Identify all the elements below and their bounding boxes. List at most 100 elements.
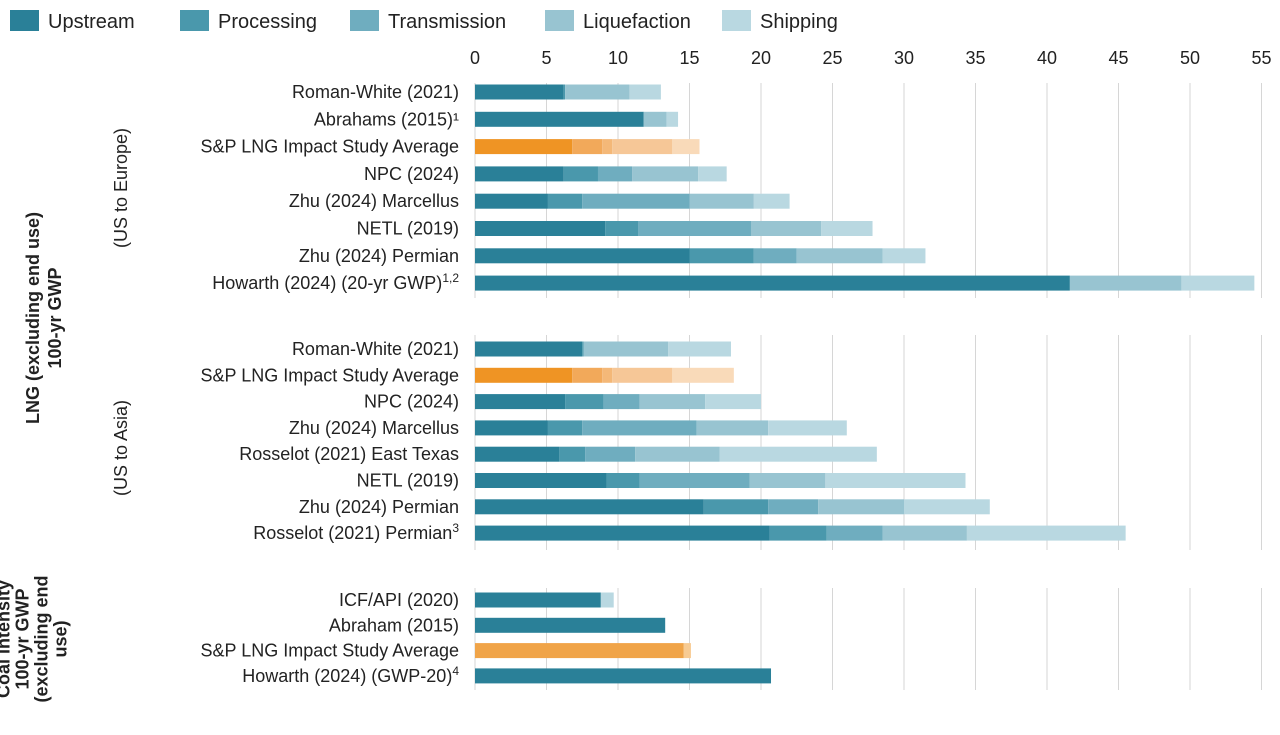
legend-swatch-liquefaction — [545, 10, 574, 31]
x-tick-label-50: 50 — [1180, 48, 1200, 68]
bar-segment-shipping — [719, 446, 877, 462]
bar-row: Howarth (2024) (GWP-20)4 — [242, 664, 772, 686]
x-axis-ticks: 0 5 10 15 20 25 30 35 40 45 50 55 — [470, 48, 1272, 68]
bar-segment-processing — [547, 420, 583, 436]
bar-segment-processing — [769, 525, 827, 541]
bar-row: S&P LNG Impact Study Average — [201, 365, 734, 385]
bar-segment-transmission — [753, 248, 797, 264]
bar-row: NETL (2019) — [357, 219, 873, 239]
bar-segment-upstream — [475, 473, 607, 488]
bar-segment-upstream — [475, 248, 690, 264]
group-label-us-to-asia: (US to Asia) — [111, 400, 131, 496]
bar-segment-transmission — [639, 473, 750, 488]
bar-segment-shipping — [821, 221, 873, 236]
x-tick-label-20: 20 — [751, 48, 771, 68]
legend-swatch-transmission — [350, 10, 379, 31]
row-label: Abraham (2015) — [329, 615, 459, 635]
bar-segment-shipping — [753, 193, 790, 209]
bar-segment-transmission — [638, 221, 751, 236]
bar-segment-liquefaction — [612, 139, 673, 155]
bar-segment-liquefaction — [882, 525, 967, 541]
x-tick-label-40: 40 — [1037, 48, 1057, 68]
bar-segment-liquefaction — [689, 193, 754, 209]
bar-segment-processing — [559, 446, 586, 462]
bar-row: Zhu (2024) Permian — [299, 497, 990, 517]
bar-segment-transmission — [582, 193, 690, 209]
bar-rows: Roman-White (2021) Abrahams (2015)¹ S&P LN… — [201, 82, 1255, 686]
legend-label-upstream: Upstream — [48, 11, 135, 33]
row-label: NETL (2019) — [357, 219, 459, 239]
bar-segment-upstream — [475, 193, 548, 209]
bar-segment-upstream — [475, 221, 606, 236]
bar-row: NPC (2024) — [364, 392, 761, 412]
bar-segment-liquefaction — [583, 341, 669, 357]
bar-segment-processing — [703, 499, 769, 515]
bar-segment-upstream — [475, 499, 704, 515]
bar-segment-processing — [605, 221, 639, 236]
bar-segment-shipping — [705, 394, 761, 410]
row-label: Zhu (2024) Permian — [299, 497, 459, 517]
row-label: ICF/API (2020) — [339, 590, 459, 610]
bar-segment-transmission — [602, 139, 613, 155]
row-label: S&P LNG Impact Study Average — [201, 137, 459, 157]
bar-segment-upstream — [475, 525, 770, 541]
row-label: Roman-White (2021) — [292, 82, 459, 102]
bar-row: ICF/API (2020) — [339, 590, 614, 610]
bar-segment-upstream — [475, 275, 1070, 291]
bar-row: Abraham (2015) — [329, 615, 666, 635]
bar-segment-shipping — [600, 592, 614, 608]
bar-segment-processing — [689, 248, 754, 264]
row-label: Zhu (2024) Marcellus — [289, 418, 459, 438]
bar-segment-shipping — [882, 248, 926, 264]
bar-segment-processing — [563, 84, 566, 100]
row-label: Howarth (2024) (20-yr GWP)1,2 — [212, 271, 459, 293]
legend-swatch-processing — [180, 10, 209, 31]
row-label: Zhu (2024) Marcellus — [289, 191, 459, 211]
bar-segment-processing — [606, 473, 640, 488]
row-label: Zhu (2024) Permian — [299, 246, 459, 266]
row-label: S&P LNG Impact Study Average — [201, 641, 459, 661]
bar-row: Rosselot (2021) Permian3 — [253, 521, 1126, 543]
bar-segment-liquefaction — [639, 394, 706, 410]
bar-segment-shipping — [668, 341, 731, 357]
bar-segment-shipping — [825, 473, 966, 488]
bar-row: Howarth (2024) (20-yr GWP)1,2 — [212, 271, 1255, 293]
bar-segment-processing — [572, 367, 603, 383]
legend-label-liquefaction: Liquefaction — [583, 11, 691, 33]
bar-segment-upstream — [475, 111, 644, 127]
bar-segment-shipping — [683, 643, 691, 659]
row-label: Howarth (2024) (GWP-20)4 — [242, 664, 459, 686]
section-label-line: Coal intensity — [0, 580, 14, 698]
bar-row: NPC (2024) — [364, 164, 727, 184]
legend-label-processing: Processing — [218, 11, 317, 33]
bar-segment-transmission — [603, 394, 640, 410]
x-tick-label-45: 45 — [1108, 48, 1128, 68]
bar-segment-upstream — [475, 139, 573, 155]
bar-segment-shipping — [629, 84, 661, 100]
legend: Upstream Processing Transmission Liquefacti… — [10, 10, 838, 33]
bar-row: Roman-White (2021) — [292, 82, 661, 102]
bar-segment-upstream — [475, 341, 583, 357]
bar-segment-upstream — [475, 446, 560, 462]
bar-row: Zhu (2024) Marcellus — [289, 191, 790, 211]
bar-segment-upstream — [475, 592, 601, 608]
x-tick-label-35: 35 — [965, 48, 985, 68]
bar-row: Abrahams (2015)¹ — [314, 109, 679, 129]
bar-segment-processing — [547, 193, 583, 209]
row-label: Abrahams (2015)¹ — [314, 109, 459, 129]
bar-segment-liquefaction — [643, 111, 667, 127]
bar-segment-shipping — [698, 166, 727, 182]
bar-row: Rosselot (2021) East Texas — [239, 444, 877, 464]
row-label: Rosselot (2021) East Texas — [239, 444, 459, 464]
row-label: Rosselot (2021) Permian3 — [253, 521, 459, 543]
x-tick-label-10: 10 — [608, 48, 628, 68]
x-tick-label-55: 55 — [1251, 48, 1271, 68]
bar-segment-liquefaction — [796, 248, 883, 264]
row-label: NETL (2019) — [357, 471, 459, 491]
legend-label-transmission: Transmission — [388, 11, 506, 33]
x-tick-label-25: 25 — [822, 48, 842, 68]
bar-segment-upstream — [475, 643, 684, 659]
row-label: NPC (2024) — [364, 392, 459, 412]
bar-segment-liquefaction — [818, 499, 904, 515]
